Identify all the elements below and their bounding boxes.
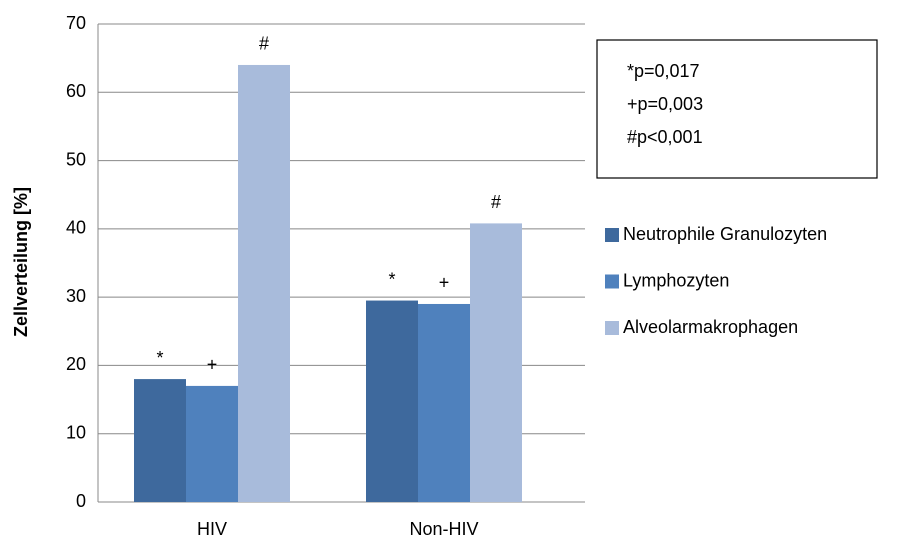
y-tick-label: 70 xyxy=(66,13,86,33)
bar-marker: * xyxy=(156,348,163,368)
bar xyxy=(186,385,238,502)
y-tick-label: 40 xyxy=(66,218,86,238)
bar-marker: # xyxy=(491,192,501,212)
x-tick-label: HIV xyxy=(197,519,227,539)
y-tick-label: 60 xyxy=(66,81,86,101)
legend-label: Lymphozyten xyxy=(623,270,729,290)
bar xyxy=(134,379,186,502)
legend-label: Alveolarmakrophagen xyxy=(623,317,798,337)
annotation-text: +p=0,003 xyxy=(627,94,703,114)
bar xyxy=(470,223,522,502)
bar-marker: # xyxy=(259,34,269,54)
legend-swatch xyxy=(605,321,619,335)
annotation-text: #p<0,001 xyxy=(627,127,703,147)
y-tick-label: 0 xyxy=(76,491,86,511)
bar-marker: + xyxy=(207,355,218,375)
bar xyxy=(366,300,418,502)
y-tick-label: 10 xyxy=(66,422,86,442)
annotation-box xyxy=(596,39,878,179)
y-tick-label: 50 xyxy=(66,149,86,169)
x-tick-label: Non-HIV xyxy=(409,519,478,539)
bar-marker: + xyxy=(439,273,450,293)
y-tick-label: 30 xyxy=(66,286,86,306)
bar xyxy=(418,303,470,502)
legend-swatch xyxy=(605,274,619,289)
legend-label: Neutrophile Granulozyten xyxy=(623,224,827,244)
y-axis-label: Zellverteilung [%] xyxy=(11,187,31,337)
bar xyxy=(238,64,290,502)
legend-swatch xyxy=(605,228,619,242)
bar-marker: * xyxy=(388,269,395,289)
annotation-text: *p=0,017 xyxy=(627,61,700,81)
y-tick-label: 20 xyxy=(66,354,86,374)
